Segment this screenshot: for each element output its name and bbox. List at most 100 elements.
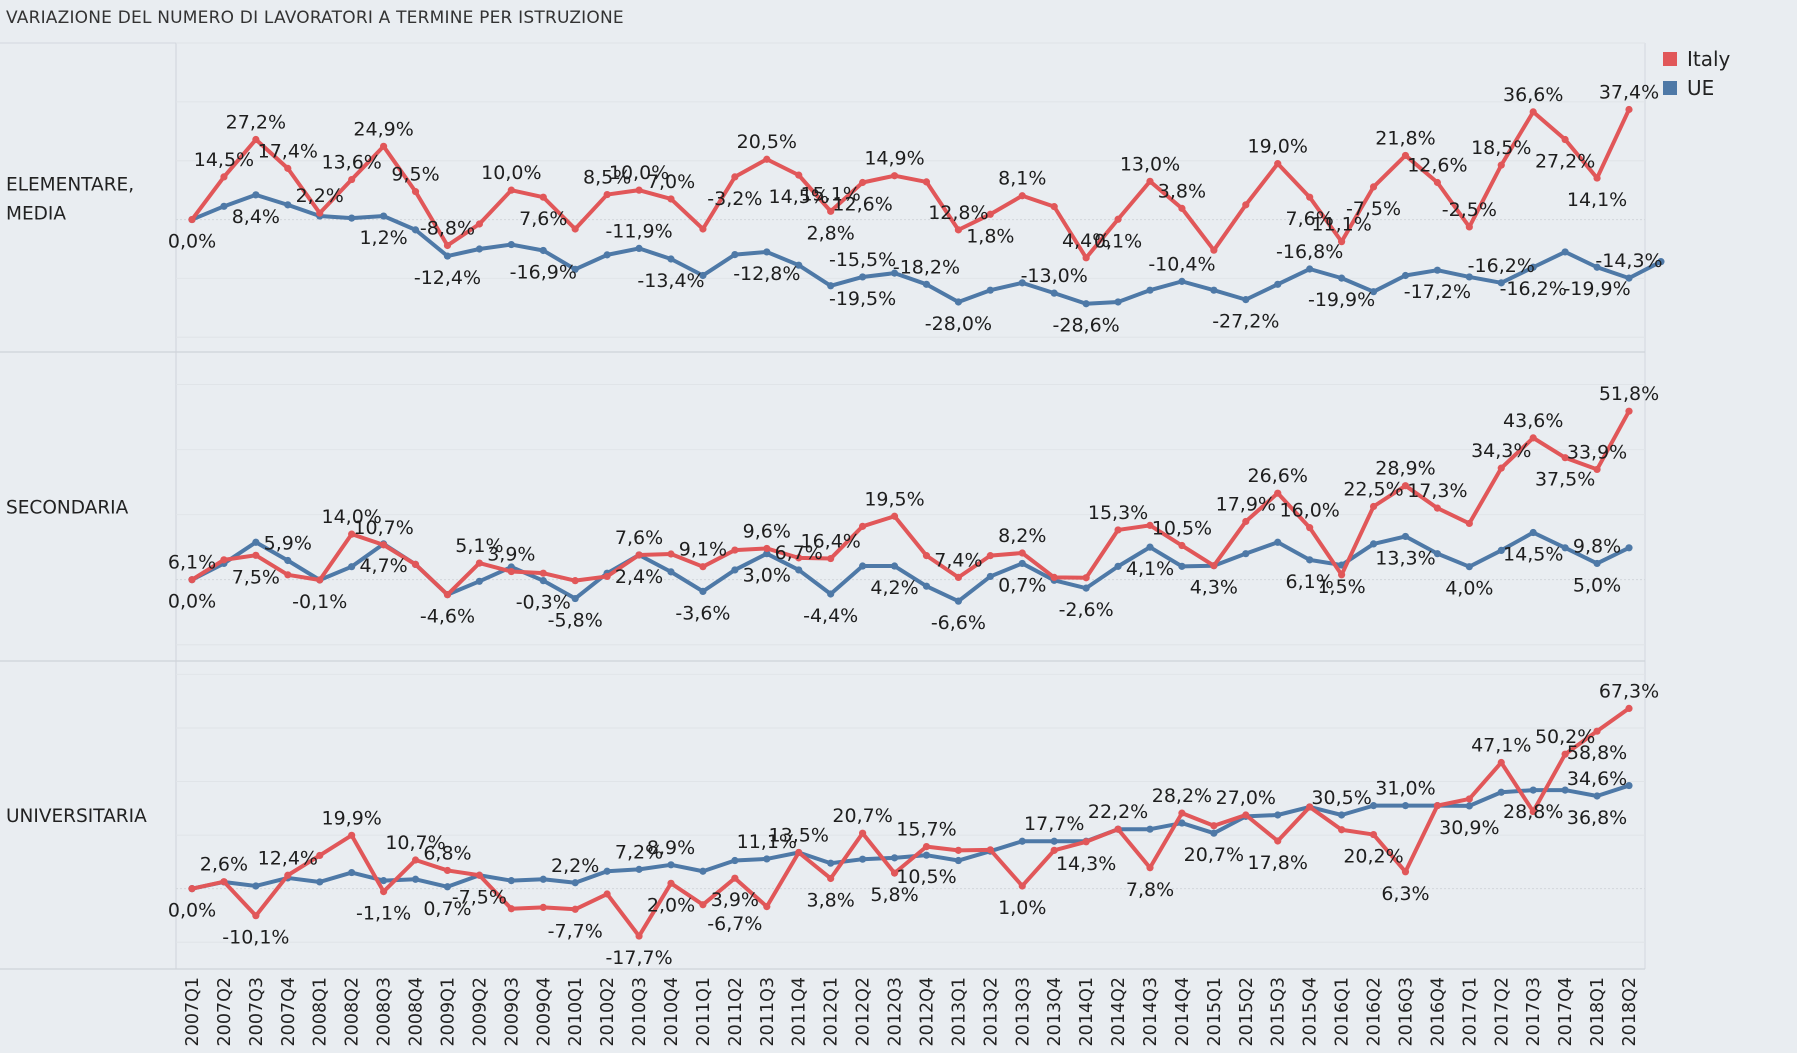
x-tick-label: 2008Q1 bbox=[311, 977, 331, 1046]
data-label: 4,1% bbox=[1126, 558, 1174, 580]
data-point-ue bbox=[380, 877, 388, 885]
data-point-ue bbox=[1082, 300, 1090, 308]
chart-title: VARIAZIONE DEL NUMERO DI LAVORATORI A TE… bbox=[6, 8, 624, 28]
data-point-italy bbox=[1178, 809, 1186, 817]
data-point-italy bbox=[603, 890, 611, 898]
data-point-italy bbox=[1561, 750, 1569, 758]
data-point-italy bbox=[252, 551, 260, 559]
data-label: 13,0% bbox=[1120, 153, 1180, 175]
data-point-italy bbox=[443, 591, 452, 599]
panel-label: UNIVERSITARIA bbox=[6, 806, 147, 827]
data-label: -10,1% bbox=[222, 927, 289, 949]
data-point-italy bbox=[954, 846, 963, 854]
panel-label: MEDIA bbox=[6, 204, 66, 225]
data-point-ue bbox=[1561, 248, 1569, 256]
series-line-italy bbox=[190, 107, 1631, 260]
data-label: 10,5% bbox=[1152, 518, 1212, 540]
data-point-italy bbox=[890, 869, 899, 877]
data-label: 12,6% bbox=[1407, 154, 1467, 176]
data-point-italy bbox=[1433, 178, 1441, 187]
data-point-italy bbox=[1082, 574, 1090, 582]
x-tick-label: 2015Q4 bbox=[1301, 977, 1321, 1046]
data-point-italy bbox=[348, 175, 356, 184]
data-point-italy bbox=[1529, 434, 1537, 442]
data-point-italy bbox=[667, 550, 675, 558]
data-point-ue bbox=[1593, 263, 1601, 271]
data-label: -15,5% bbox=[829, 249, 896, 271]
data-point-italy bbox=[1146, 864, 1154, 872]
data-point-italy bbox=[1465, 223, 1473, 231]
data-label: 50,2% bbox=[1535, 726, 1595, 748]
data-point-ue bbox=[1338, 274, 1346, 282]
x-tick-label: 2009Q2 bbox=[470, 977, 490, 1046]
data-label: 13,6% bbox=[321, 152, 381, 174]
data-point-italy bbox=[986, 552, 994, 560]
data-point-ue bbox=[1465, 273, 1473, 281]
data-label: -12,8% bbox=[733, 263, 800, 285]
panel-universitaria: UNIVERSITARIA 2,6% -10,1% 12,4%19,9% -1,1% 10… bbox=[0, 673, 1659, 970]
data-label: 0,0% bbox=[168, 900, 216, 922]
data-label: -2,5% bbox=[1442, 199, 1497, 221]
data-point-italy bbox=[1210, 562, 1218, 570]
data-point-italy bbox=[571, 905, 579, 913]
data-label: -19,5% bbox=[829, 288, 896, 310]
x-tick-label: 2013Q1 bbox=[949, 977, 969, 1046]
data-point-italy bbox=[635, 932, 643, 940]
data-point-ue bbox=[922, 280, 931, 288]
data-label: 19,9% bbox=[321, 807, 381, 829]
data-point-italy bbox=[986, 846, 994, 854]
data-point-ue bbox=[635, 244, 643, 253]
data-label: 15,3% bbox=[1088, 502, 1148, 524]
data-point-italy bbox=[316, 576, 324, 584]
data-label: -6,7% bbox=[707, 913, 762, 935]
data-label: -5,8% bbox=[548, 610, 603, 632]
data-point-italy bbox=[922, 178, 931, 186]
data-point-italy bbox=[188, 576, 196, 584]
data-point-ue bbox=[699, 587, 707, 595]
data-label: 9,6% bbox=[743, 520, 791, 542]
data-label: 8,1% bbox=[998, 168, 1046, 190]
data-label: 34,6% bbox=[1567, 768, 1627, 790]
data-label: 15,1% bbox=[800, 183, 860, 205]
data-label: -19,9% bbox=[1308, 289, 1375, 311]
data-label: 6,1% bbox=[1286, 571, 1334, 593]
data-point-italy bbox=[188, 215, 196, 224]
data-point-ue bbox=[603, 867, 611, 875]
data-label: -7,7% bbox=[548, 920, 603, 942]
data-point-italy bbox=[1433, 802, 1441, 810]
x-tick-label: 2016Q3 bbox=[1396, 977, 1416, 1046]
data-label: 0,0% bbox=[168, 231, 216, 253]
data-point-ue bbox=[571, 594, 579, 603]
data-label: 28,9% bbox=[1375, 458, 1435, 480]
data-label: 14,9% bbox=[864, 148, 924, 170]
legend-item-ue[interactable]: UE bbox=[1663, 73, 1730, 102]
data-point-ue bbox=[1593, 792, 1601, 800]
data-label: 31,0% bbox=[1375, 778, 1435, 800]
data-point-italy bbox=[1050, 573, 1058, 582]
data-label: 2,2% bbox=[296, 185, 344, 207]
x-tick-label: 2011Q4 bbox=[790, 977, 810, 1046]
data-point-italy bbox=[1082, 254, 1090, 262]
data-label: -28,6% bbox=[1053, 315, 1120, 337]
x-tick-label: 2013Q3 bbox=[1013, 977, 1033, 1046]
data-point-italy bbox=[795, 171, 803, 179]
data-point-italy bbox=[1242, 201, 1250, 209]
data-point-italy bbox=[507, 905, 515, 913]
legend-label-italy: Italy bbox=[1687, 46, 1731, 71]
data-point-ue bbox=[731, 566, 739, 574]
data-point-ue bbox=[667, 255, 675, 263]
data-point-italy bbox=[1082, 838, 1090, 846]
data-label: -19,9% bbox=[1563, 278, 1630, 300]
data-label: 30,5% bbox=[1311, 787, 1371, 809]
data-label: 8,5% bbox=[583, 167, 631, 189]
legend-item-italy[interactable]: Italy bbox=[1663, 44, 1730, 73]
data-point-ue bbox=[890, 269, 899, 277]
data-point-italy bbox=[1369, 830, 1378, 839]
data-label: 36,6% bbox=[1503, 84, 1563, 106]
data-point-ue bbox=[284, 556, 292, 565]
data-label: -16,8% bbox=[1276, 241, 1343, 263]
data-label: 20,7% bbox=[832, 805, 892, 827]
data-point-ue bbox=[1306, 556, 1314, 564]
data-point-italy bbox=[1242, 811, 1250, 819]
data-label: 14,5% bbox=[769, 186, 829, 208]
